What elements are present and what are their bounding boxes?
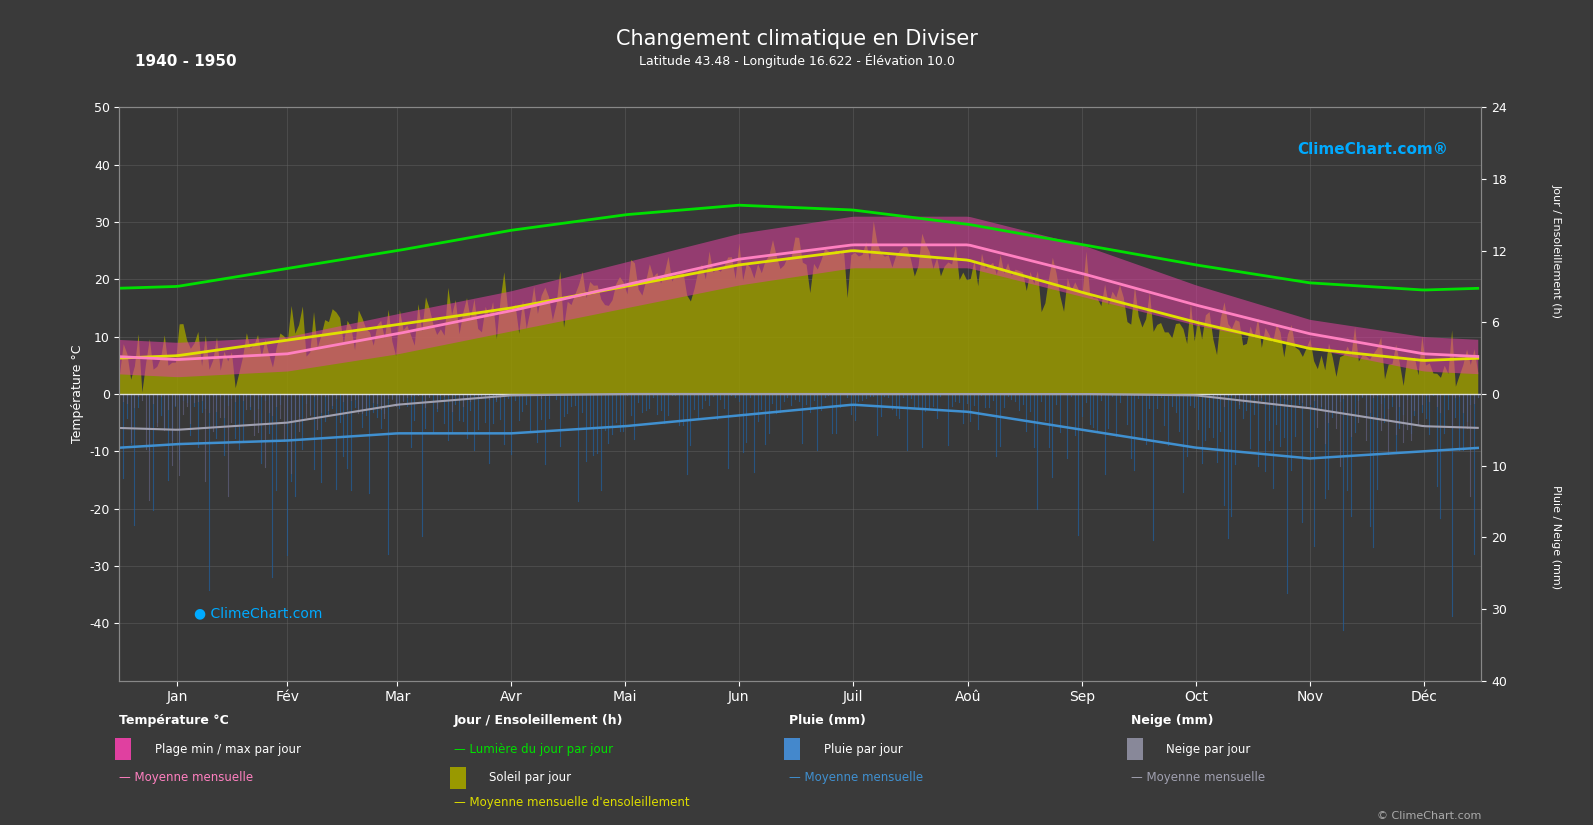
Text: Changement climatique en Diviser: Changement climatique en Diviser xyxy=(615,29,978,49)
Y-axis label: Température °C: Température °C xyxy=(70,345,84,443)
Text: 1940 - 1950: 1940 - 1950 xyxy=(135,54,237,68)
Text: Température °C: Température °C xyxy=(119,714,229,727)
Text: — Moyenne mensuelle: — Moyenne mensuelle xyxy=(789,771,922,785)
Text: — Lumière du jour par jour: — Lumière du jour par jour xyxy=(454,742,613,756)
Text: ● ClimeChart.com: ● ClimeChart.com xyxy=(194,606,323,620)
Text: Pluie par jour: Pluie par jour xyxy=(824,742,902,756)
Text: ClimeChart.com®: ClimeChart.com® xyxy=(1298,142,1448,157)
Text: — Moyenne mensuelle: — Moyenne mensuelle xyxy=(119,771,253,785)
Text: Latitude 43.48 - Longitude 16.622 - Élévation 10.0: Latitude 43.48 - Longitude 16.622 - Élév… xyxy=(639,54,954,68)
Text: Plage min / max par jour: Plage min / max par jour xyxy=(155,742,301,756)
Text: Jour / Ensoleillement (h): Jour / Ensoleillement (h) xyxy=(454,714,623,727)
Text: — Moyenne mensuelle d'ensoleillement: — Moyenne mensuelle d'ensoleillement xyxy=(454,796,690,809)
Text: Pluie (mm): Pluie (mm) xyxy=(789,714,865,727)
Text: Soleil par jour: Soleil par jour xyxy=(489,771,572,785)
Text: Neige par jour: Neige par jour xyxy=(1166,742,1251,756)
Text: — Moyenne mensuelle: — Moyenne mensuelle xyxy=(1131,771,1265,785)
Text: © ClimeChart.com: © ClimeChart.com xyxy=(1376,811,1481,821)
Text: Neige (mm): Neige (mm) xyxy=(1131,714,1214,727)
Text: Jour / Ensoleillement (h): Jour / Ensoleillement (h) xyxy=(1552,184,1561,318)
Text: Pluie / Neige (mm): Pluie / Neige (mm) xyxy=(1552,485,1561,589)
